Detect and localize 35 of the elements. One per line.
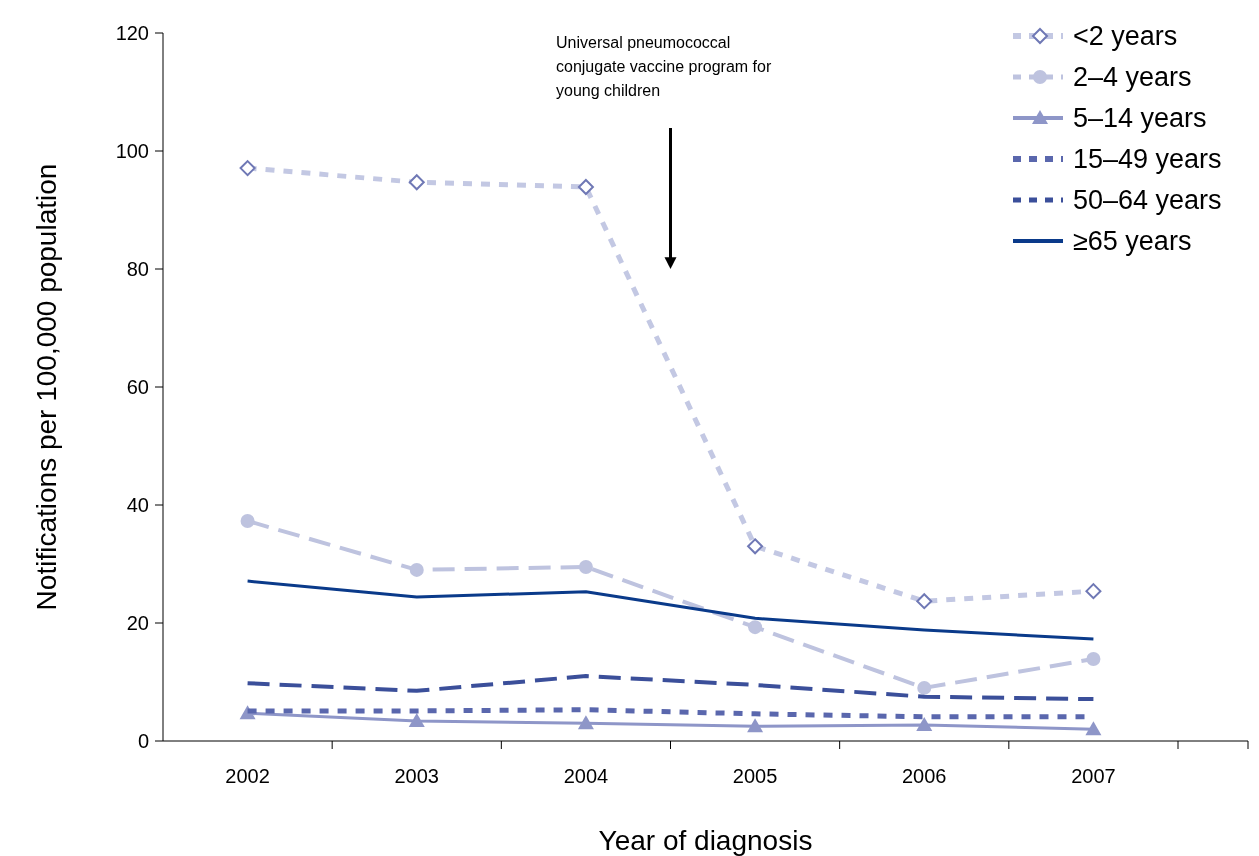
point <box>916 717 933 732</box>
line-series <box>245 674 1096 702</box>
y-tick-label: 120 <box>115 22 149 44</box>
x-tick-label: 2002 <box>225 765 270 787</box>
point <box>747 718 764 733</box>
legend-label: <2 years <box>1073 21 1178 52</box>
y-tick-label: 0 <box>137 730 149 752</box>
y-tick-label: 80 <box>126 258 149 280</box>
annotation: Universal pneumococcal conjugate vaccine program for young children <box>556 34 772 99</box>
x-tick-label: 2004 <box>563 765 609 787</box>
legend-label: 2–4 years <box>1073 62 1192 93</box>
x-tick-label: 2007 <box>1071 765 1116 787</box>
legend-label: 5–14 years <box>1073 103 1207 134</box>
point <box>240 513 255 528</box>
line-series <box>246 579 1095 641</box>
legend-label: ≥65 years <box>1073 226 1192 257</box>
point <box>577 715 594 730</box>
point <box>917 680 932 695</box>
y-tick-label: 40 <box>126 494 149 516</box>
x-tick-label: 2006 <box>902 765 947 787</box>
x-axis-title: Year of diagnosis <box>598 825 813 856</box>
y-tick-label: 20 <box>126 612 149 634</box>
x-tick-label: 2003 <box>394 765 439 787</box>
y-tick-label: 60 <box>126 376 149 398</box>
point <box>748 620 763 635</box>
point <box>409 562 424 577</box>
legend-label: 15–49 years <box>1073 144 1222 175</box>
y-tick-label: 100 <box>115 140 149 162</box>
legend-label: 50–64 years <box>1073 185 1222 216</box>
y-axis-title: Notifications per 100,000 population <box>31 163 62 611</box>
point <box>1085 721 1102 736</box>
point <box>1086 651 1101 666</box>
point <box>408 712 425 727</box>
x-tick-label: 2005 <box>732 765 778 787</box>
point <box>578 559 593 574</box>
